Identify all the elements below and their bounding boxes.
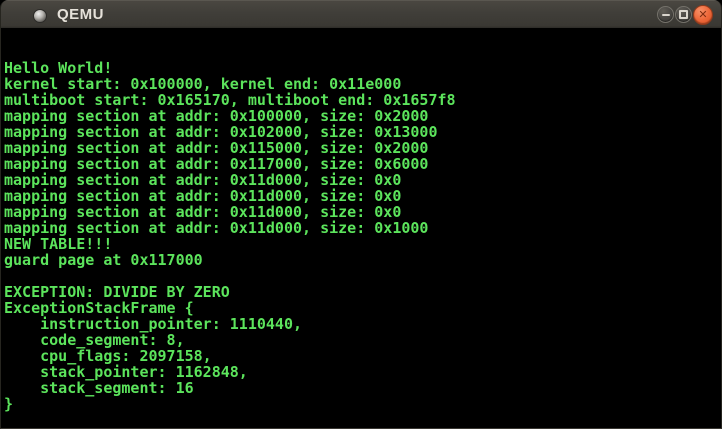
minimize-icon — [661, 13, 670, 16]
maximize-icon — [679, 10, 688, 19]
window-title: QEMU — [57, 6, 104, 23]
minimize-button[interactable] — [657, 6, 674, 23]
close-button[interactable]: ✕ — [693, 5, 713, 25]
close-icon: ✕ — [698, 8, 708, 21]
qemu-window-icon — [33, 9, 47, 23]
maximize-button[interactable] — [675, 6, 692, 23]
titlebar[interactable]: QEMU ✕ — [1, 0, 721, 28]
console-output[interactable]: Hello World! kernel start: 0x100000, ker… — [1, 28, 721, 428]
